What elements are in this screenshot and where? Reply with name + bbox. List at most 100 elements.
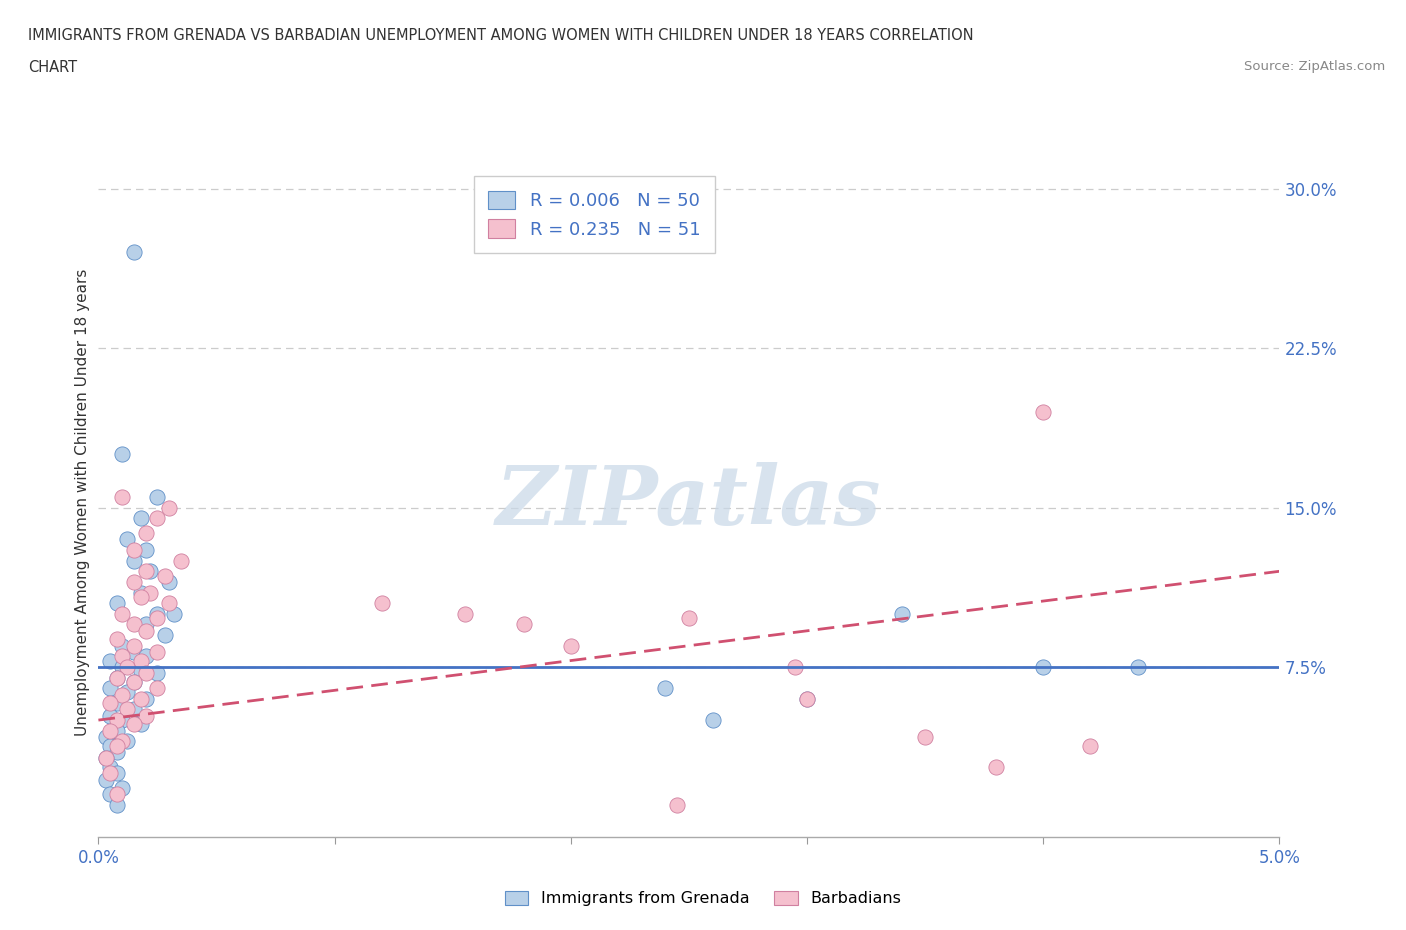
- Point: [98, 738, 121, 753]
- Point: [139, 564, 162, 578]
- Point: [122, 542, 145, 557]
- Point: [111, 489, 134, 504]
- Point: [135, 525, 157, 540]
- Point: [111, 606, 134, 621]
- Point: [135, 666, 157, 681]
- Point: [560, 638, 582, 653]
- Point: [105, 696, 128, 711]
- Point: [654, 681, 676, 696]
- Point: [105, 765, 128, 780]
- Point: [796, 691, 818, 706]
- Point: [111, 638, 134, 653]
- Point: [135, 617, 157, 631]
- Point: [129, 585, 152, 600]
- Text: Source: ZipAtlas.com: Source: ZipAtlas.com: [1244, 60, 1385, 73]
- Point: [1032, 659, 1054, 674]
- Point: [122, 674, 145, 689]
- Point: [115, 685, 138, 700]
- Point: [129, 653, 152, 668]
- Point: [135, 564, 157, 578]
- Point: [98, 653, 121, 668]
- Point: [111, 712, 134, 727]
- Point: [111, 447, 134, 462]
- Point: [135, 623, 157, 638]
- Point: [146, 511, 169, 525]
- Point: [984, 760, 1007, 775]
- Text: ZIPatlas: ZIPatlas: [496, 462, 882, 542]
- Text: IMMIGRANTS FROM GRENADA VS BARBADIAN UNEMPLOYMENT AMONG WOMEN WITH CHILDREN UNDE: IMMIGRANTS FROM GRENADA VS BARBADIAN UNE…: [28, 28, 974, 43]
- Point: [115, 734, 138, 749]
- Point: [94, 751, 117, 765]
- Point: [98, 681, 121, 696]
- Point: [135, 649, 157, 664]
- Point: [1080, 738, 1102, 753]
- Point: [129, 691, 152, 706]
- Point: [105, 745, 128, 760]
- Legend: Immigrants from Grenada, Barbadians: Immigrants from Grenada, Barbadians: [498, 884, 908, 912]
- Point: [785, 659, 807, 674]
- Point: [129, 664, 152, 679]
- Point: [146, 644, 169, 659]
- Point: [122, 638, 145, 653]
- Point: [115, 659, 138, 674]
- Point: [98, 696, 121, 711]
- Point: [146, 489, 169, 504]
- Point: [796, 691, 818, 706]
- Point: [157, 575, 180, 590]
- Point: [146, 681, 169, 696]
- Point: [135, 709, 157, 724]
- Point: [98, 709, 121, 724]
- Point: [105, 787, 128, 802]
- Point: [105, 738, 128, 753]
- Point: [135, 691, 157, 706]
- Point: [111, 659, 134, 674]
- Point: [666, 798, 689, 813]
- Point: [98, 724, 121, 738]
- Point: [105, 671, 128, 685]
- Point: [122, 245, 145, 259]
- Point: [890, 606, 912, 621]
- Point: [111, 649, 134, 664]
- Point: [914, 730, 936, 745]
- Point: [105, 724, 128, 738]
- Point: [1032, 405, 1054, 419]
- Point: [146, 611, 169, 626]
- Point: [105, 671, 128, 685]
- Point: [111, 780, 134, 795]
- Legend: R = 0.006   N = 50, R = 0.235   N = 51: R = 0.006 N = 50, R = 0.235 N = 51: [474, 177, 716, 253]
- Point: [105, 631, 128, 646]
- Point: [153, 568, 176, 583]
- Y-axis label: Unemployment Among Women with Children Under 18 years: Unemployment Among Women with Children U…: [75, 269, 90, 736]
- Point: [122, 575, 145, 590]
- Point: [146, 666, 169, 681]
- Point: [170, 553, 193, 568]
- Point: [111, 734, 134, 749]
- Point: [139, 585, 162, 600]
- Point: [129, 590, 152, 604]
- Point: [129, 717, 152, 732]
- Point: [163, 606, 186, 621]
- Point: [512, 617, 534, 631]
- Point: [153, 628, 176, 643]
- Point: [122, 617, 145, 631]
- Point: [157, 596, 180, 611]
- Point: [146, 606, 169, 621]
- Point: [98, 787, 121, 802]
- Point: [1126, 659, 1149, 674]
- Point: [111, 687, 134, 702]
- Point: [98, 760, 121, 775]
- Point: [157, 500, 180, 515]
- Point: [122, 553, 145, 568]
- Point: [94, 751, 117, 765]
- Point: [371, 596, 394, 611]
- Point: [94, 730, 117, 745]
- Point: [122, 644, 145, 659]
- Point: [122, 674, 145, 689]
- Point: [453, 606, 475, 621]
- Point: [122, 717, 145, 732]
- Point: [94, 772, 117, 787]
- Point: [98, 765, 121, 780]
- Point: [105, 596, 128, 611]
- Point: [122, 702, 145, 717]
- Point: [135, 542, 157, 557]
